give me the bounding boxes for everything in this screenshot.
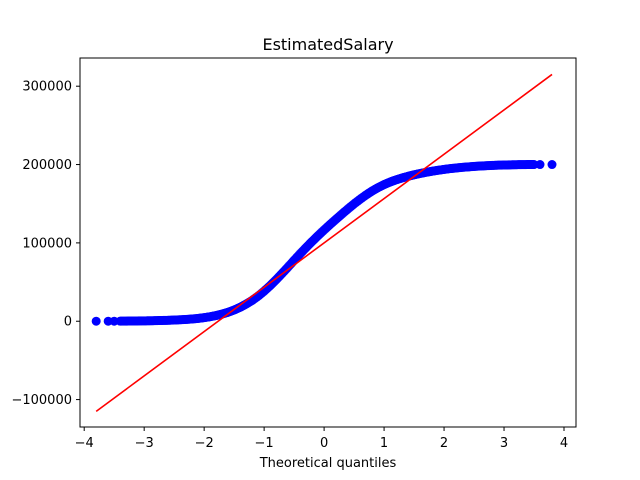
y-tick-label: 200000 (22, 158, 72, 173)
x-axis-ticks: −4 −3 −2 −1 0 1 2 3 4 (75, 427, 568, 451)
scatter-point (535, 160, 545, 170)
x-tick-label: −4 (75, 436, 94, 451)
y-tick-label: −100000 (11, 393, 72, 408)
scatter-points (91, 160, 557, 326)
plot-frame (79, 57, 577, 428)
chart-title: EstimatedSalary (262, 35, 393, 54)
x-axis-label: Theoretical quantiles (259, 456, 397, 471)
y-tick-label: 300000 (22, 80, 72, 95)
x-tick-label: 3 (500, 436, 508, 451)
x-tick-label: 2 (440, 436, 448, 451)
scatter-point (91, 316, 101, 326)
scatter-point (547, 160, 557, 170)
x-tick-label: −1 (255, 436, 274, 451)
x-tick-label: −2 (195, 436, 214, 451)
y-tick-label: 100000 (22, 236, 72, 251)
x-tick-label: 0 (320, 436, 328, 451)
x-tick-label: 1 (380, 436, 388, 451)
y-tick-label: 0 (64, 315, 72, 330)
x-tick-label: 4 (560, 436, 568, 451)
reference-line (95, 73, 553, 412)
y-axis-ticks: −100000 0 100000 200000 300000 (11, 80, 80, 408)
reference-line-segment (95, 73, 553, 412)
x-tick-label: −3 (135, 436, 154, 451)
